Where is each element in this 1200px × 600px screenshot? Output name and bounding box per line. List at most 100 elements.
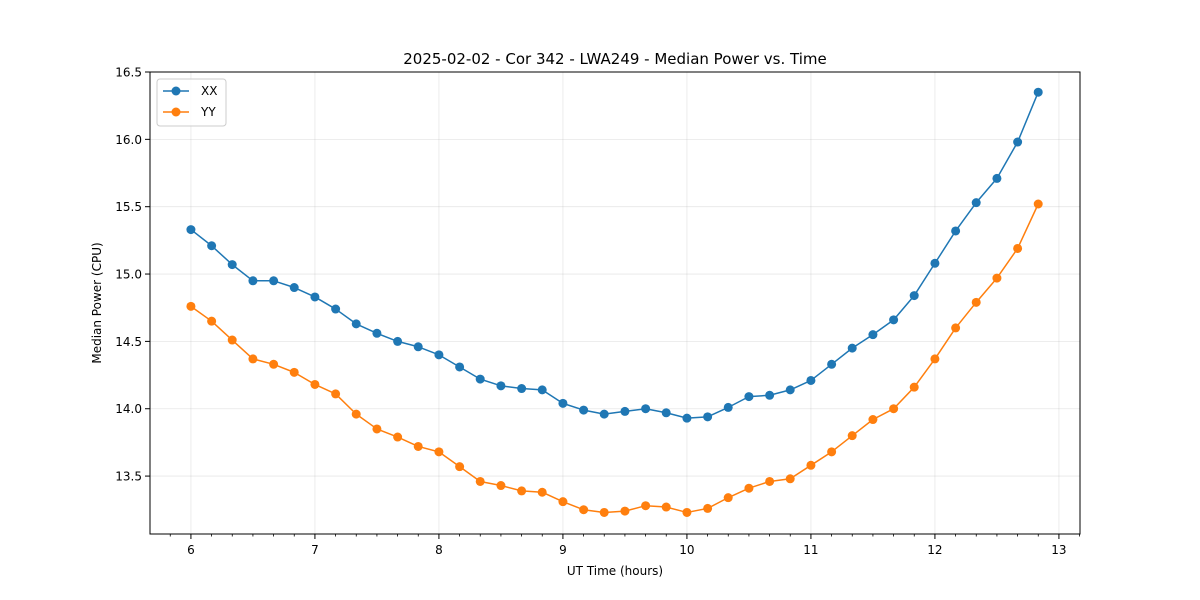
x-tick-label: 11: [803, 543, 818, 557]
x-tick-label: 9: [559, 543, 567, 557]
y-axis-label: Median Power (CPU): [90, 242, 104, 363]
legend-label-yy: YY: [200, 105, 216, 119]
data-point-xx: [517, 384, 527, 394]
data-point-xx: [620, 406, 630, 416]
data-point-xx: [785, 385, 795, 395]
data-point-xx: [434, 350, 444, 360]
data-point-xx: [558, 398, 568, 408]
data-point-yy: [455, 462, 465, 472]
data-point-yy: [723, 493, 733, 503]
data-point-yy: [951, 323, 961, 333]
data-point-xx: [723, 402, 733, 412]
y-tick-label: 13.5: [115, 470, 142, 484]
data-point-yy: [413, 441, 423, 451]
data-point-xx: [744, 392, 754, 402]
data-point-xx: [1033, 87, 1043, 97]
data-point-yy: [434, 447, 444, 457]
y-tick-label: 16.0: [115, 133, 142, 147]
data-point-xx: [455, 362, 465, 372]
data-point-yy: [682, 507, 692, 517]
data-point-yy: [186, 301, 196, 311]
data-point-yy: [372, 424, 382, 434]
axis-ticks: 6 7 8 9 10 11 12 13 13.5 14.0 14.5 15.0 15.5 16.0 16.5: [115, 66, 1080, 557]
data-point-yy: [248, 354, 258, 364]
data-point-yy: [889, 404, 899, 414]
data-point-xx: [868, 330, 878, 340]
data-point-xx: [847, 343, 857, 353]
data-point-xx: [537, 385, 547, 395]
data-point-yy: [351, 409, 361, 419]
legend-marker-yy: [171, 107, 181, 117]
data-point-yy: [207, 316, 217, 326]
legend-marker-xx: [171, 86, 181, 96]
x-tick-label: 12: [927, 543, 942, 557]
data-point-xx: [310, 292, 320, 302]
data-point-xx: [703, 412, 713, 422]
data-point-yy: [227, 335, 237, 345]
data-point-yy: [496, 481, 506, 491]
legend-label-xx: XX: [201, 84, 217, 98]
data-point-yy: [703, 503, 713, 513]
data-point-xx: [207, 241, 217, 251]
data-point-xx: [393, 336, 403, 346]
data-point-xx: [661, 408, 671, 418]
data-point-xx: [930, 258, 940, 268]
x-tick-label: 13: [1051, 543, 1066, 557]
data-point-xx: [289, 283, 299, 293]
data-point-yy: [827, 447, 837, 457]
data-point-yy: [289, 367, 299, 377]
data-point-yy: [992, 273, 1002, 283]
legend: XX YY: [156, 78, 227, 127]
data-point-xx: [951, 226, 961, 236]
y-tick-label: 16.5: [115, 66, 142, 80]
data-point-yy: [868, 415, 878, 425]
data-point-xx: [1013, 137, 1023, 147]
x-axis-label: UT Time (hours): [567, 564, 663, 578]
data-point-xx: [599, 409, 609, 419]
data-point-yy: [1033, 199, 1043, 209]
x-tick-label: 8: [435, 543, 443, 557]
data-point-yy: [661, 502, 671, 512]
data-point-xx: [909, 291, 919, 301]
data-point-xx: [806, 375, 816, 385]
x-tick-label: 6: [187, 543, 195, 557]
data-point-yy: [269, 359, 279, 369]
data-point-yy: [806, 460, 816, 470]
data-point-xx: [971, 198, 981, 208]
data-point-xx: [186, 225, 196, 235]
data-point-yy: [847, 431, 857, 441]
data-point-xx: [248, 276, 258, 286]
chart-title: 2025-02-02 - Cor 342 - LWA249 - Median P…: [403, 50, 827, 68]
data-point-xx: [496, 381, 506, 391]
data-point-xx: [992, 173, 1002, 183]
plot-frame: [149, 71, 1081, 535]
data-point-yy: [475, 476, 485, 486]
data-point-yy: [599, 507, 609, 517]
data-point-yy: [620, 506, 630, 516]
x-tick-label: 10: [679, 543, 694, 557]
data-point-yy: [971, 297, 981, 307]
data-point-yy: [537, 487, 547, 497]
data-point-xx: [682, 413, 692, 423]
y-tick-label: 14.0: [115, 402, 142, 416]
data-point-xx: [351, 319, 361, 329]
data-point-xx: [579, 405, 589, 415]
data-point-yy: [558, 497, 568, 507]
data-point-yy: [579, 505, 589, 515]
x-tick-label: 7: [311, 543, 319, 557]
y-tick-label: 14.5: [115, 335, 142, 349]
data-point-yy: [641, 501, 651, 511]
data-point-yy: [930, 354, 940, 364]
data-point-xx: [889, 315, 899, 325]
data-point-xx: [475, 374, 485, 384]
data-point-yy: [331, 389, 341, 399]
series-layer: [186, 87, 1043, 517]
data-point-xx: [765, 390, 775, 400]
y-tick-label: 15.0: [115, 268, 142, 282]
data-point-xx: [641, 404, 651, 414]
data-point-xx: [372, 328, 382, 338]
data-point-yy: [765, 476, 775, 486]
data-point-yy: [517, 486, 527, 496]
data-point-xx: [331, 304, 341, 314]
